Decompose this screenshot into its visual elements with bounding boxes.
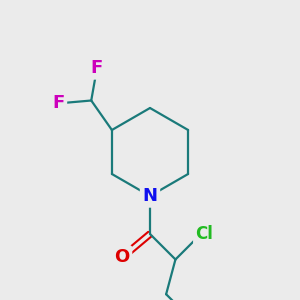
Text: N: N (142, 187, 158, 205)
Text: F: F (52, 94, 64, 112)
Text: O: O (114, 248, 130, 266)
Text: Cl: Cl (196, 225, 213, 243)
Text: F: F (90, 59, 103, 77)
